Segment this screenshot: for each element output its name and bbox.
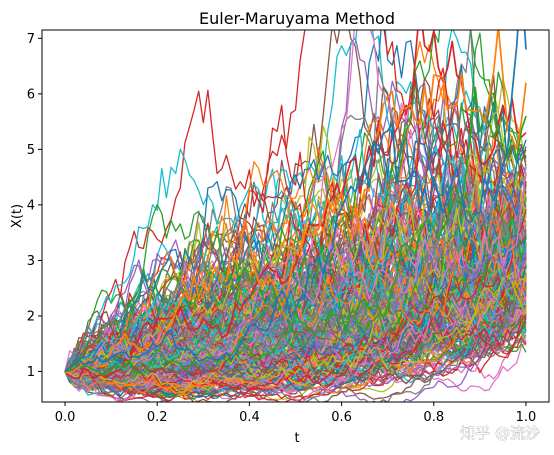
series-line [64, 276, 527, 390]
chart-title: Euler-Maruyama Method [199, 9, 395, 28]
series-line [64, 30, 527, 380]
series-line [64, 284, 527, 402]
x-tick-label: 0.0 [55, 410, 76, 425]
y-tick-label: 7 [27, 32, 35, 47]
series-line [64, 30, 527, 373]
y-tick-label: 3 [27, 254, 35, 269]
watermark-text: 知乎 @流沙 [460, 424, 540, 442]
series-line [64, 265, 527, 402]
y-axis-ticks: 1 2 3 4 5 6 7 [27, 32, 42, 380]
series-line [64, 215, 527, 391]
series-line [64, 30, 527, 375]
series-line [64, 184, 527, 373]
x-tick-label: 0.2 [147, 410, 168, 425]
series-line [64, 86, 527, 376]
plot-area [41, 29, 550, 403]
y-tick-label: 1 [27, 365, 35, 380]
x-tick-label: 0.6 [331, 410, 352, 425]
x-axis-ticks: 0.0 0.2 0.4 0.6 0.8 1.0 [55, 402, 537, 425]
series-line [64, 206, 527, 372]
series-line [64, 99, 527, 372]
x-tick-label: 0.4 [239, 410, 260, 425]
series-line [64, 265, 527, 402]
plot-frame [41, 29, 550, 403]
y-tick-label: 6 [27, 87, 35, 102]
x-tick-label: 0.8 [423, 410, 444, 425]
y-tick-label: 5 [27, 143, 35, 158]
series-group [64, 30, 527, 402]
y-tick-label: 4 [27, 198, 35, 213]
series-line [64, 191, 527, 373]
y-tick-label: 2 [27, 309, 35, 324]
series-line [64, 152, 527, 372]
series-line [64, 161, 527, 376]
y-axis-label: X(t) [10, 204, 25, 228]
series-line [64, 300, 527, 402]
series-line [64, 278, 527, 394]
series-line [64, 242, 527, 372]
series-line [64, 65, 527, 382]
series-line [64, 246, 527, 375]
series-line [64, 203, 527, 373]
series-line [64, 197, 527, 383]
x-axis-label: t [294, 431, 299, 446]
x-tick-label: 1.0 [516, 410, 537, 425]
